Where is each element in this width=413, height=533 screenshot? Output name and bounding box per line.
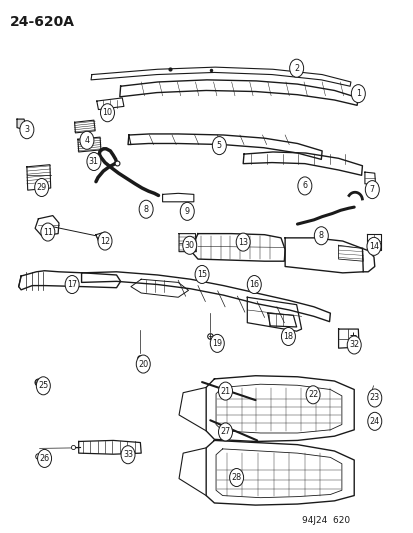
Text: 13: 13	[237, 238, 247, 247]
Text: 6: 6	[301, 181, 306, 190]
Circle shape	[20, 120, 34, 139]
Text: 12: 12	[100, 237, 110, 246]
Text: 33: 33	[123, 450, 133, 459]
Circle shape	[36, 377, 50, 395]
Text: 27: 27	[220, 427, 230, 437]
Circle shape	[65, 276, 79, 294]
Text: 24-620A: 24-620A	[9, 14, 74, 29]
Text: 2: 2	[293, 64, 299, 72]
Text: 18: 18	[283, 332, 293, 341]
Text: 31: 31	[89, 157, 99, 166]
Text: 25: 25	[38, 381, 48, 390]
Circle shape	[247, 276, 261, 294]
Text: 1: 1	[355, 89, 360, 98]
Circle shape	[218, 382, 232, 400]
Circle shape	[236, 233, 249, 251]
Circle shape	[210, 334, 224, 352]
Circle shape	[100, 104, 114, 122]
Text: 23: 23	[369, 393, 379, 402]
Text: 21: 21	[220, 386, 230, 395]
Text: 3: 3	[24, 125, 29, 134]
Circle shape	[366, 237, 380, 255]
Text: 8: 8	[318, 231, 323, 240]
Circle shape	[41, 223, 55, 241]
Circle shape	[182, 236, 196, 254]
Circle shape	[229, 469, 243, 487]
Text: 5: 5	[216, 141, 221, 150]
Circle shape	[87, 152, 101, 171]
Circle shape	[313, 227, 328, 245]
Circle shape	[305, 386, 319, 404]
Text: 32: 32	[348, 341, 358, 350]
Circle shape	[80, 131, 94, 149]
Text: 20: 20	[138, 360, 148, 368]
Text: 10: 10	[102, 108, 112, 117]
Text: 15: 15	[197, 270, 206, 279]
Circle shape	[364, 181, 378, 199]
Text: 17: 17	[67, 280, 77, 289]
Text: 24: 24	[369, 417, 379, 426]
Circle shape	[121, 446, 135, 464]
Text: 16: 16	[249, 280, 259, 289]
Text: 26: 26	[39, 454, 50, 463]
Circle shape	[367, 413, 381, 430]
Circle shape	[38, 449, 52, 467]
Text: 22: 22	[307, 390, 318, 399]
Circle shape	[281, 327, 295, 345]
Text: 14: 14	[368, 242, 378, 251]
Circle shape	[297, 177, 311, 195]
Circle shape	[35, 179, 49, 197]
Text: 7: 7	[369, 185, 374, 194]
Text: 11: 11	[43, 228, 53, 237]
Text: 28: 28	[231, 473, 241, 482]
Text: 29: 29	[36, 183, 47, 192]
Text: 8: 8	[143, 205, 148, 214]
Circle shape	[218, 423, 232, 441]
Text: 19: 19	[212, 339, 222, 348]
Text: 94J24  620: 94J24 620	[301, 516, 349, 525]
Text: 30: 30	[184, 241, 194, 250]
Circle shape	[347, 336, 360, 354]
Text: 4: 4	[84, 136, 89, 145]
Circle shape	[212, 136, 226, 155]
Circle shape	[351, 85, 364, 103]
Text: 9: 9	[184, 207, 190, 216]
Circle shape	[139, 200, 153, 218]
Circle shape	[136, 355, 150, 373]
Polygon shape	[17, 119, 26, 130]
Circle shape	[367, 389, 381, 407]
Circle shape	[289, 59, 303, 77]
Circle shape	[180, 203, 194, 220]
Circle shape	[98, 232, 112, 250]
Circle shape	[195, 265, 209, 284]
